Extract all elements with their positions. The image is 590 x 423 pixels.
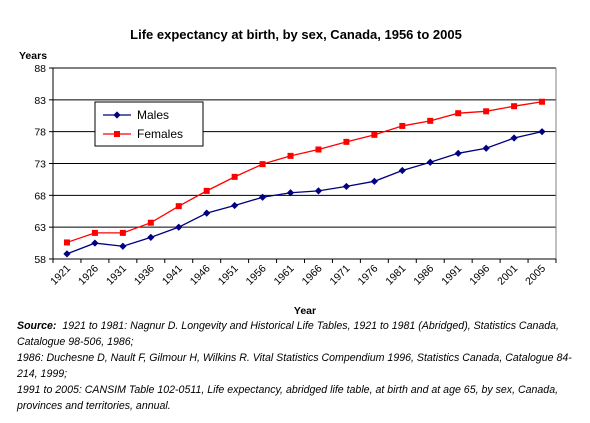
males-point	[538, 128, 545, 135]
females-point	[455, 110, 461, 116]
males-point	[91, 239, 98, 246]
males-point	[231, 202, 238, 209]
legend-males-label: Males	[137, 108, 169, 122]
x-tick-label: 1991	[439, 263, 464, 288]
y-axis-label: Years	[19, 50, 47, 62]
males-point	[315, 187, 322, 194]
females-point	[176, 203, 182, 209]
source-note: Source: 1921 to 1981: Nagnur D. Longevit…	[17, 318, 577, 414]
legend-females-marker	[114, 131, 120, 137]
x-tick-label: 2005	[523, 263, 548, 288]
x-tick-label: 1941	[160, 263, 185, 288]
x-tick-label: 1931	[104, 263, 129, 288]
x-tick-label: 1956	[244, 263, 269, 288]
females-point	[260, 161, 266, 167]
males-point	[483, 145, 490, 152]
source-line-2: 1986: Duchesne D, Nault F, Gilmour H, Wi…	[17, 350, 577, 382]
source-line-1: Source: 1921 to 1981: Nagnur D. Longevit…	[17, 318, 577, 350]
females-point	[288, 153, 294, 159]
males-point	[427, 159, 434, 166]
females-point	[92, 230, 98, 236]
males-point	[203, 210, 210, 217]
x-tick-label: 1981	[383, 263, 408, 288]
males-point	[455, 150, 462, 157]
females-point	[511, 103, 517, 109]
y-tick-label: 78	[34, 127, 46, 139]
x-axis-label: Year	[294, 305, 316, 317]
chart-title: Life expectancy at birth, by sex, Canada…	[130, 27, 462, 42]
chart: Life expectancy at birth, by sex, Canada…	[0, 0, 590, 318]
x-tick-label: 1926	[76, 263, 101, 288]
x-tick-label: 1946	[188, 263, 213, 288]
females-point	[64, 239, 70, 245]
y-tick-label: 63	[34, 222, 46, 234]
males-point	[510, 134, 517, 141]
x-tick-label: 1971	[328, 263, 353, 288]
females-point	[120, 230, 126, 236]
females-point	[371, 132, 377, 138]
x-tick-label: 1966	[300, 263, 325, 288]
females-point	[232, 174, 238, 180]
males-point	[63, 250, 70, 257]
females-point	[148, 220, 154, 226]
females-point	[315, 146, 321, 152]
x-tick-label: 1921	[48, 263, 73, 288]
females-point	[427, 118, 433, 124]
males-point	[371, 178, 378, 185]
males-point	[343, 183, 350, 190]
legend: Males Females	[95, 102, 203, 146]
x-tick-label: 1951	[216, 263, 241, 288]
x-tick-label: 1936	[132, 263, 157, 288]
x-tick-label: 1996	[467, 263, 492, 288]
source-text-1: 1921 to 1981: Nagnur D. Longevity and Hi…	[17, 320, 559, 348]
males-point	[147, 234, 154, 241]
males-point	[259, 194, 266, 201]
source-label: Source:	[17, 320, 56, 332]
males-point	[119, 243, 126, 250]
source-line-3: 1991 to 2005: CANSIM Table 102-0511, Lif…	[17, 382, 577, 414]
x-tick-label: 1961	[272, 263, 297, 288]
x-tick-label: 2001	[495, 263, 520, 288]
y-tick-label: 83	[34, 95, 46, 107]
males-line	[67, 132, 542, 254]
females-point	[483, 108, 489, 114]
x-tick-label: 1986	[411, 263, 436, 288]
females-point	[204, 188, 210, 194]
males-point	[175, 224, 182, 231]
y-tick-label: 58	[34, 254, 46, 266]
y-tick-label: 68	[34, 190, 46, 202]
males-point	[399, 167, 406, 174]
y-tick-label: 73	[34, 159, 46, 171]
females-point	[399, 123, 405, 129]
x-tick-label: 1976	[355, 263, 380, 288]
legend-females-label: Females	[137, 127, 183, 141]
females-point	[343, 139, 349, 145]
females-point	[539, 99, 545, 105]
y-tick-label: 88	[34, 63, 46, 75]
